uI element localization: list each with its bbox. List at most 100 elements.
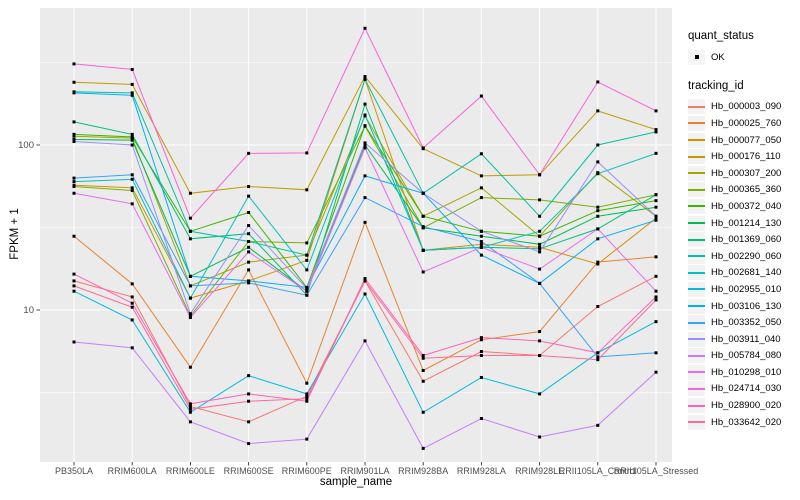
legend-item: Hb_002955_010	[688, 281, 800, 298]
series-color-line-icon	[688, 421, 705, 424]
data-point	[188, 237, 192, 241]
data-point	[188, 410, 192, 414]
data-point	[72, 62, 76, 66]
data-point	[247, 281, 251, 285]
data-point	[479, 245, 483, 249]
data-point	[247, 224, 251, 228]
data-point	[305, 392, 309, 396]
x-tick-label: RRIM600LA	[108, 466, 157, 476]
data-point	[363, 141, 367, 145]
data-point	[72, 340, 76, 344]
legend-item-ok: OK	[688, 49, 800, 66]
legend-key-box	[688, 265, 705, 281]
plot-panel	[40, 8, 672, 462]
data-point	[479, 417, 483, 421]
data-point	[538, 247, 542, 251]
legend-title-quant-status: quant_status	[688, 30, 754, 42]
data-point	[188, 314, 192, 318]
legend-item-label: Hb_002681_140	[711, 267, 782, 279]
series-color-line-icon	[688, 205, 705, 208]
data-point	[305, 381, 309, 385]
data-point	[479, 336, 483, 340]
legend-item-label: Hb_000307_200	[711, 167, 782, 179]
data-point	[247, 392, 251, 396]
data-point	[363, 292, 367, 296]
y-tick-label: 100	[18, 140, 34, 151]
data-point	[363, 75, 367, 79]
data-point	[538, 267, 542, 271]
data-point	[479, 229, 483, 233]
data-point	[538, 339, 542, 343]
series-color-line-icon	[688, 188, 705, 191]
data-point	[596, 160, 600, 164]
data-point	[247, 151, 251, 155]
data-point	[188, 216, 192, 220]
data-point	[305, 151, 309, 155]
x-tick-label: RRII105LA_Control	[559, 466, 637, 476]
legend-key-box	[688, 398, 705, 414]
data-point	[363, 196, 367, 200]
legend-item: Hb_000307_200	[688, 165, 800, 182]
data-point	[596, 227, 600, 231]
series-color-line-icon	[688, 139, 705, 142]
data-point	[72, 120, 76, 124]
data-point	[247, 420, 251, 424]
legend-key-box	[688, 198, 705, 214]
data-point	[654, 199, 658, 203]
data-point	[72, 279, 76, 283]
legend-key-box	[688, 248, 705, 264]
legend-key-box	[688, 165, 705, 181]
data-point	[188, 296, 192, 300]
series-color-line-icon	[688, 238, 705, 241]
legend-item-label: Hb_000077_050	[711, 134, 782, 146]
data-point	[596, 237, 600, 241]
data-point	[305, 437, 309, 441]
legend-item-label: Hb_003352_050	[711, 317, 782, 329]
data-point	[130, 202, 134, 206]
x-tick-label: RRIM600SE	[224, 466, 274, 476]
data-point	[130, 143, 134, 147]
data-point	[72, 185, 76, 189]
legend-items: Hb_000003_090 Hb_000025_760 Hb_000077_050 H…	[688, 99, 800, 431]
data-point	[188, 402, 192, 406]
legend-key-box	[688, 132, 705, 148]
data-point	[479, 234, 483, 238]
legend-key-box	[688, 281, 705, 297]
data-point	[130, 318, 134, 322]
legend-item-label: Hb_033642_020	[711, 416, 782, 428]
data-point	[596, 355, 600, 359]
data-point	[247, 279, 251, 283]
data-point	[654, 295, 658, 299]
legend-key-box	[688, 182, 705, 198]
data-point	[247, 260, 251, 264]
data-point	[421, 379, 425, 383]
legend-item: Hb_002290_060	[688, 248, 800, 265]
series-color-line-icon	[688, 222, 705, 225]
data-point	[130, 282, 134, 286]
data-point	[72, 289, 76, 293]
legend-item-label: Hb_024714_030	[711, 383, 782, 395]
data-point	[654, 205, 658, 209]
data-point	[596, 305, 600, 309]
legend-key-box	[688, 49, 705, 65]
data-point	[363, 113, 367, 117]
series-color-line-icon	[688, 271, 705, 274]
legend-key-box	[688, 232, 705, 248]
data-point	[479, 338, 483, 342]
legend-item-label: Hb_028900_020	[711, 400, 782, 412]
data-point	[596, 351, 600, 355]
legend-item-label: OK	[711, 51, 725, 63]
data-point	[538, 281, 542, 285]
series-color-line-icon	[688, 105, 705, 108]
legend-item: Hb_000372_040	[688, 198, 800, 215]
series-color-line-icon	[688, 288, 705, 291]
data-point	[538, 250, 542, 254]
legend-item: Hb_002681_140	[688, 265, 800, 282]
data-point	[130, 177, 134, 181]
data-point	[188, 316, 192, 320]
legend-item-label: Hb_001214_130	[711, 217, 782, 229]
data-point	[72, 234, 76, 238]
data-point	[72, 272, 76, 276]
legend-item-label: Hb_002290_060	[711, 250, 782, 262]
